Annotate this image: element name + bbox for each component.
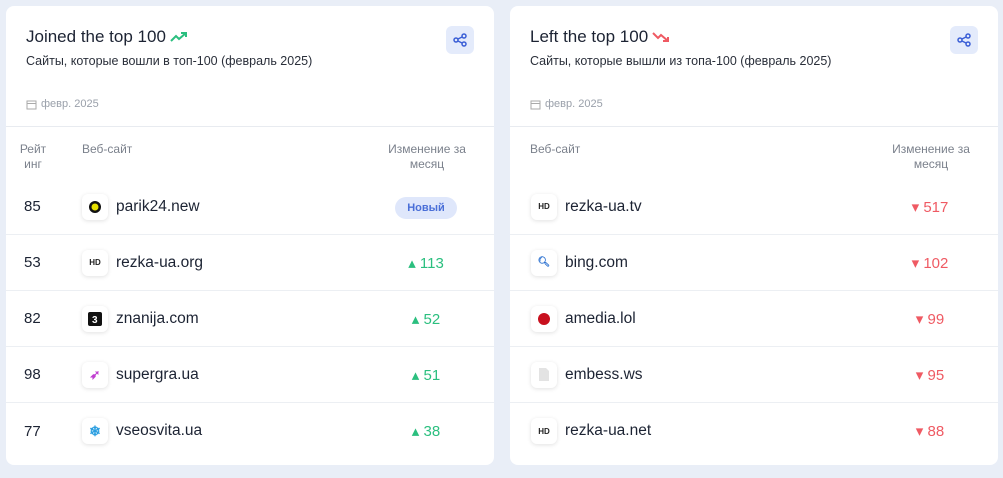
share-button[interactable] [950, 26, 978, 54]
new-badge: Новый [395, 197, 457, 219]
table-row[interactable]: 53 HD rezka-ua.org ▴ 113 [6, 235, 494, 291]
trend-down-icon [652, 32, 670, 42]
table-row[interactable]: HD rezka-ua.tv ▾ 517 [510, 179, 998, 235]
hd-logo-icon: HD [531, 193, 557, 220]
calendar-icon [26, 100, 37, 109]
date-label: февр. 2025 [530, 98, 603, 110]
supergra-logo-icon: ➶ [82, 361, 108, 388]
joined-top100-card: Joined the top 100 Сайты, которые вошли … [6, 6, 494, 465]
share-icon [453, 33, 467, 47]
trend-up-icon [170, 32, 187, 42]
column-site: Веб-сайт [82, 142, 133, 156]
share-icon [957, 33, 971, 47]
hd-logo-icon: HD [531, 418, 557, 444]
svg-text:3: 3 [92, 315, 98, 326]
znanija-logo-icon: 3 [82, 305, 108, 332]
search-logo-icon: 🔍︎ [531, 249, 557, 276]
amedia-logo-icon [531, 305, 557, 332]
table-row[interactable]: amedia.lol ▾ 99 [510, 291, 998, 347]
table-row[interactable]: 85 parik24.new Новый [6, 179, 494, 235]
column-change: Изменение за месяц [388, 142, 466, 171]
parik24-logo-icon [82, 193, 108, 220]
date-label: февр. 2025 [26, 98, 99, 110]
hd-logo-icon: HD [82, 249, 108, 276]
card-title: Joined the top 100 [26, 27, 188, 47]
card-subtitle: Сайты, которые вышли из топа-100 (феврал… [530, 54, 832, 68]
card-subtitle: Сайты, которые вошли в топ-100 (февраль … [26, 54, 313, 68]
blank-page-icon [531, 361, 557, 388]
card-title: Left the top 100 [530, 27, 670, 47]
share-button[interactable] [446, 26, 474, 54]
table-row[interactable]: 🔍︎ bing.com ▾ 102 [510, 235, 998, 291]
left-top100-card: Left the top 100 Сайты, которые вышли из… [510, 6, 998, 465]
column-change: Изменение за месяц [892, 142, 970, 171]
calendar-icon [530, 100, 541, 109]
column-rank: Рейт инг [19, 142, 47, 171]
table-row[interactable]: HD rezka-ua.net ▾ 88 [510, 403, 998, 459]
table-row[interactable]: 82 3 znanija.com ▴ 52 [6, 291, 494, 347]
table-row[interactable]: 98 ➶ supergra.ua ▴ 51 [6, 347, 494, 403]
table-row[interactable]: 77 ❄ vseosvita.ua ▴ 38 [6, 403, 494, 459]
table-row[interactable]: embess.ws ▾ 95 [510, 347, 998, 403]
vseosvita-logo-icon: ❄ [82, 418, 108, 444]
column-site: Веб-сайт [530, 142, 581, 156]
